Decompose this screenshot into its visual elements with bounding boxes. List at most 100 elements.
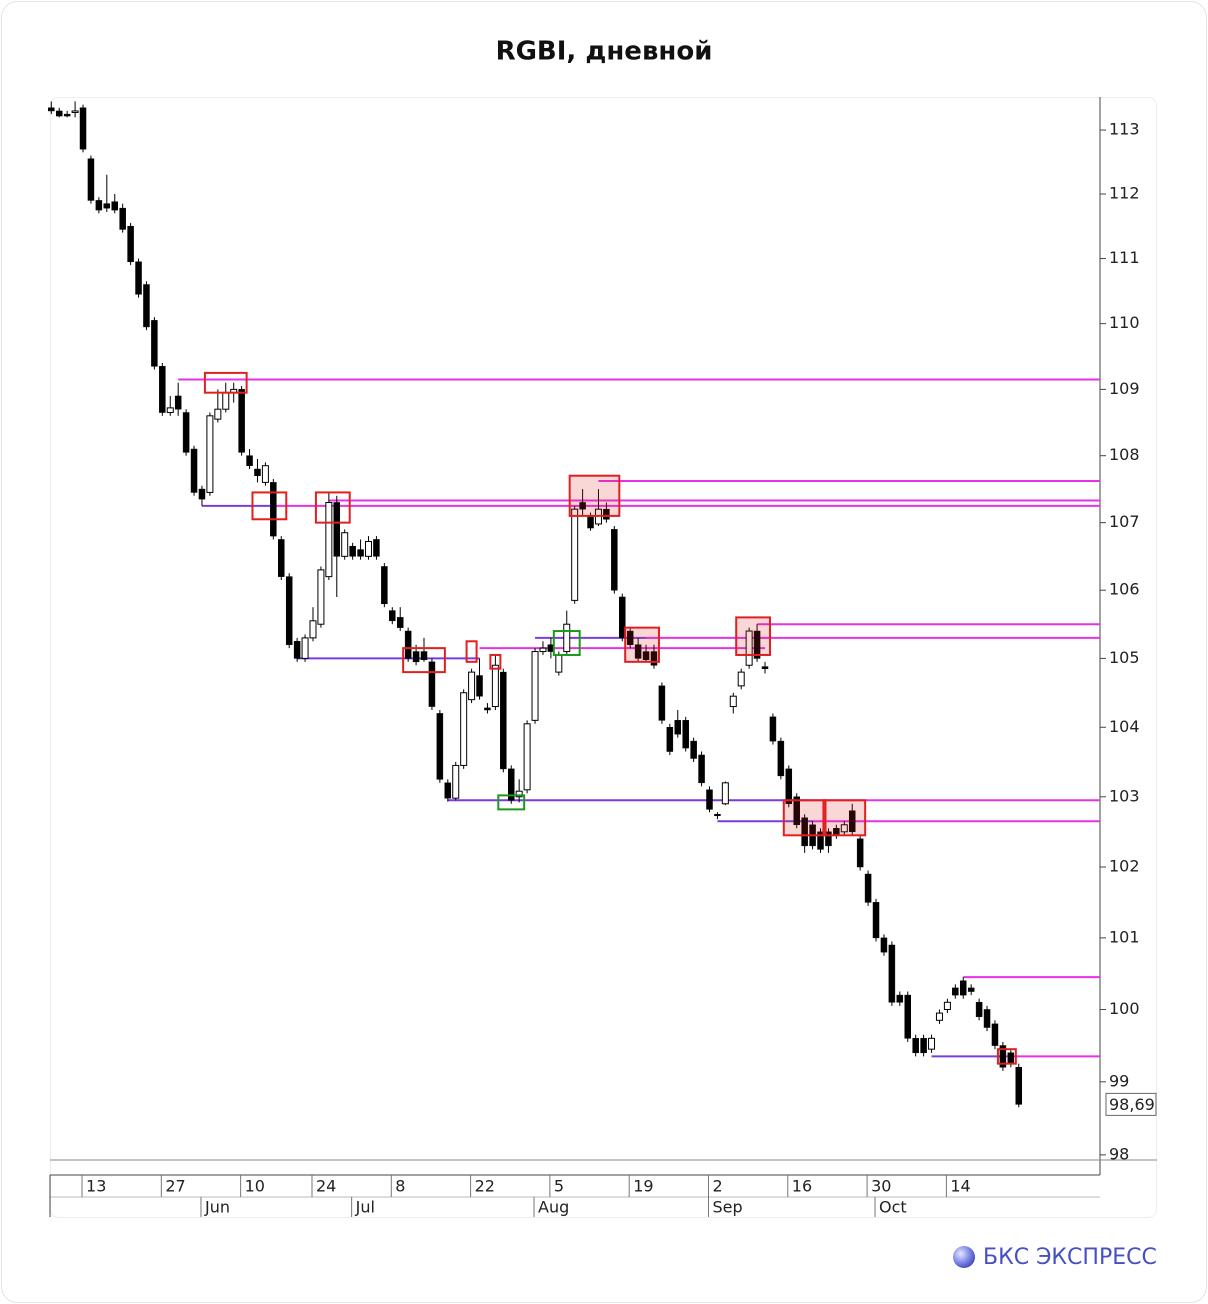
- candle-body: [539, 647, 547, 653]
- candle-body: [975, 1002, 983, 1017]
- candle-body: [55, 110, 63, 117]
- candle-body: [785, 768, 793, 805]
- candle-body: [872, 902, 880, 939]
- candle-body: [476, 675, 483, 697]
- candle-body: [650, 651, 658, 666]
- candle-body: [634, 644, 642, 659]
- candle-body: [143, 284, 150, 328]
- candle-body: [587, 515, 594, 529]
- candle-body: [436, 713, 444, 780]
- y-tick-label: 111: [1109, 248, 1140, 267]
- y-tick-label: 105: [1109, 648, 1140, 667]
- candle-body: [365, 540, 372, 557]
- candle-body: [666, 727, 674, 752]
- candle-body: [198, 488, 206, 500]
- candle-body: [571, 508, 579, 601]
- y-tick-label: 104: [1109, 717, 1140, 736]
- candle-body: [63, 113, 71, 117]
- chart-title: RGBI, дневной: [496, 37, 713, 67]
- candle-body: [603, 508, 610, 520]
- plot: 9899100101102103104105106107108109110111…: [48, 101, 1157, 1217]
- candle-body: [396, 617, 404, 628]
- signal-box: [782, 799, 827, 837]
- candle-body: [293, 641, 301, 659]
- candle-body: [840, 824, 848, 833]
- candle-body: [420, 651, 428, 661]
- signal-box: [203, 371, 248, 394]
- candle-body: [151, 320, 158, 367]
- candle-body: [983, 1009, 991, 1028]
- candle-body: [793, 796, 800, 826]
- signal-box: [497, 794, 526, 811]
- candle-body: [856, 838, 864, 868]
- month-label: Sep: [712, 1198, 742, 1217]
- x-tick-label: 10: [245, 1177, 265, 1196]
- candle-body: [270, 482, 277, 537]
- candle-body: [531, 651, 539, 721]
- y-tick-label: 108: [1109, 445, 1140, 464]
- candle-body: [468, 671, 476, 701]
- brand: БКС ЭКСПРЕСС: [983, 1245, 1157, 1270]
- candle-body: [801, 817, 808, 847]
- candle-body: [1015, 1067, 1023, 1105]
- candle-body: [357, 549, 364, 557]
- candle-body: [254, 468, 261, 476]
- y-tick-label: 101: [1109, 927, 1140, 946]
- candle-body: [1007, 1052, 1015, 1064]
- candle-body: [714, 814, 721, 817]
- candle-body: [721, 782, 729, 805]
- candle-body: [999, 1045, 1007, 1068]
- candle-body: [111, 201, 118, 211]
- candle-body: [523, 723, 531, 791]
- candle-body: [261, 465, 269, 483]
- candle-body: [301, 637, 309, 659]
- y-tick-label: 107: [1109, 512, 1140, 531]
- signal-box: [314, 491, 351, 524]
- candle-body: [389, 610, 396, 622]
- signal-box: [489, 653, 502, 670]
- candle-body: [317, 569, 325, 625]
- candle-body: [166, 407, 174, 414]
- signal-box: [996, 1048, 1017, 1065]
- candle-body: [745, 630, 753, 666]
- x-tick-label: 27: [165, 1177, 185, 1196]
- candle-body: [935, 1012, 943, 1021]
- candle-body: [182, 412, 190, 453]
- candle-body: [484, 707, 491, 711]
- candle-body: [127, 225, 134, 263]
- candle-body: [452, 764, 460, 799]
- candle-body: [706, 789, 713, 810]
- x-tick-label: 5: [554, 1177, 564, 1196]
- candle-body: [737, 671, 745, 687]
- signal-box: [552, 630, 581, 656]
- x-tick-label: 22: [475, 1177, 495, 1196]
- candle-body: [864, 873, 872, 903]
- y-tick-label: 110: [1109, 313, 1140, 332]
- candle-body: [333, 502, 341, 557]
- signal-box: [822, 799, 867, 837]
- candle-body: [952, 987, 959, 996]
- candle-body: [817, 831, 824, 850]
- y-tick-label: 113: [1109, 120, 1140, 139]
- y-tick-label: 109: [1109, 379, 1140, 398]
- y-tick-label: 103: [1109, 786, 1140, 805]
- candle-body: [912, 1038, 919, 1054]
- candle-body: [991, 1023, 999, 1046]
- candle-body: [904, 994, 911, 1039]
- candle-body: [404, 630, 412, 659]
- signal-box: [402, 647, 446, 674]
- candle-body: [888, 944, 896, 1003]
- y-tick-label: 98: [1109, 1144, 1129, 1163]
- candle-body: [642, 651, 650, 661]
- candle-body: [48, 107, 55, 112]
- candle-body: [563, 623, 571, 653]
- candle-body: [238, 389, 245, 453]
- x-tick-label: 19: [633, 1177, 653, 1196]
- chart-frame: [50, 97, 1157, 1218]
- candle-body: [515, 790, 523, 798]
- candle-body: [71, 110, 79, 113]
- x-tick-label: 14: [950, 1177, 970, 1196]
- candle-body: [381, 566, 388, 605]
- y-tick-label: 102: [1109, 856, 1140, 875]
- candle-body: [848, 810, 856, 833]
